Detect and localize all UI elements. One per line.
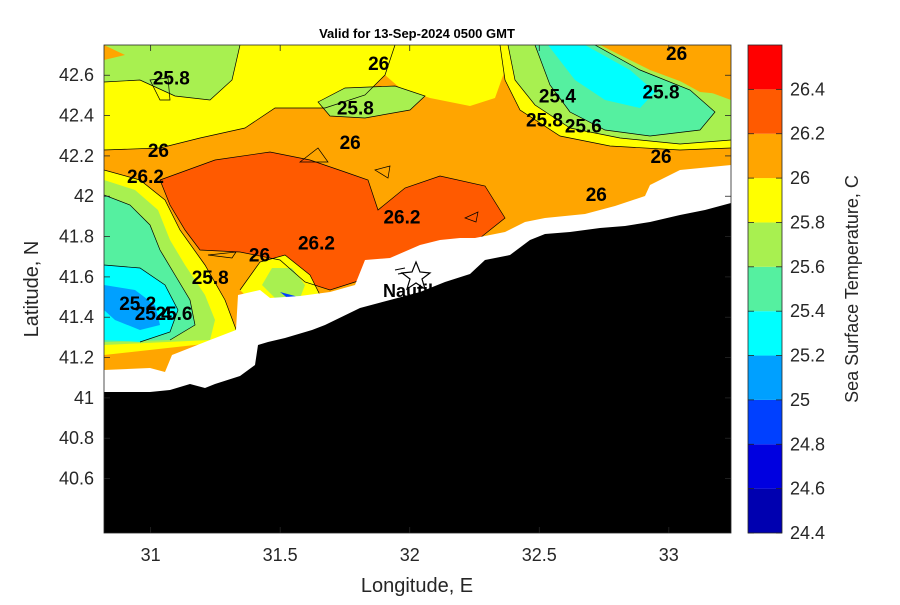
contour-line — [374, 165, 391, 179]
colorbar-tick-label: 25.8 — [790, 212, 825, 232]
y-tick-label: 41.6 — [59, 267, 94, 287]
contour-label: 26.2 — [298, 234, 335, 255]
contour-label: 26 — [586, 185, 607, 206]
contour-line — [507, 45, 731, 145]
colorbar-swatch — [748, 89, 782, 134]
sst-region-25-west — [104, 285, 160, 330]
colorbar-label: Sea Surface Temperature, C — [842, 175, 862, 403]
contour-line — [298, 147, 329, 163]
contour-label: 25.2 — [119, 294, 156, 315]
colorbar-swatch — [748, 178, 782, 223]
y-tick-label: 40.6 — [59, 469, 94, 489]
colorbar-tick-label: 26.4 — [790, 79, 825, 99]
colorbar-swatch — [748, 399, 782, 445]
contour-lines — [104, 45, 731, 343]
y-axis-label: Latitude, N — [21, 241, 43, 338]
x-tick-label: 33 — [659, 545, 679, 565]
contour-label: 26 — [666, 44, 687, 65]
contour-label: 26 — [650, 147, 671, 168]
sst-region-25-6-south — [262, 268, 305, 298]
place-label: Nautil — [383, 281, 433, 301]
y-tick-label: 42 — [74, 186, 94, 206]
contour-line — [317, 85, 426, 119]
contour-label: 25.8 — [337, 99, 374, 120]
contour-label: 25.8 — [643, 82, 680, 103]
contour-label: 26.2 — [383, 207, 420, 228]
contour-label: 25.6 — [155, 304, 192, 325]
y-tick-label: 41.2 — [59, 348, 94, 368]
contour-line — [534, 45, 716, 137]
x-tick-label: 31 — [141, 545, 161, 565]
colorbar-tick-label: 24.8 — [790, 434, 825, 454]
x-axis-label: Longitude, E — [361, 575, 473, 597]
contour-line — [104, 45, 396, 151]
axes-frame — [103, 44, 732, 534]
x-tick-label: 32.5 — [522, 545, 557, 565]
contour-line — [104, 169, 241, 341]
colorbar-tick-label: 26 — [790, 168, 810, 188]
colorbar-swatch — [748, 45, 782, 90]
colorbar-tick-label: 25.6 — [790, 257, 825, 277]
place-marker-tail — [394, 267, 406, 275]
contour-label: 25.8 — [153, 68, 190, 89]
sst-region-25-2-northeast — [548, 45, 655, 108]
contour-line — [104, 264, 179, 343]
land-mass — [104, 203, 731, 533]
colorbar: 26.4 26.2 26 25.8 25.6 25.4 25.2 25 24.8 24.6 24.4 — [747, 44, 825, 543]
sst-region-25-8-north-east — [385, 45, 505, 106]
contour-label: 25.4 — [135, 304, 172, 325]
contour-line — [464, 211, 479, 223]
colorbar-swatch — [748, 355, 782, 400]
colorbar-swatch — [748, 133, 782, 179]
contour-label: 26 — [148, 141, 169, 162]
contour-line — [207, 251, 237, 259]
y-tick-label: 41 — [74, 388, 94, 408]
colorbar-tick-label: 26.2 — [790, 124, 825, 144]
chart-title: Valid for 13-Sep-2024 0500 GMT — [319, 26, 515, 41]
contour-label: 26 — [368, 54, 389, 75]
sst-region-25-6-mid-north — [318, 86, 425, 118]
y-tick-label: 42.4 — [59, 106, 94, 126]
colorbar-swatch — [748, 444, 782, 489]
y-tick-label: 41.4 — [59, 307, 94, 327]
contour-label: 25.6 — [565, 117, 602, 138]
contour-line — [104, 45, 241, 101]
contour-label: 26.2 — [127, 167, 164, 188]
y-axis-ticks: 40.6 40.8 41 41.2 41.4 41.6 41.8 42 42.2 42.4 42.6 — [59, 65, 731, 489]
x-axis-ticks: 31 31.5 32 32.5 33 — [141, 45, 679, 565]
colorbar-tick-label: 24.6 — [790, 479, 825, 499]
sst-region-25-6-north — [104, 45, 240, 100]
colorbar-tick-label: 25.2 — [790, 346, 825, 366]
contour-label: 25.4 — [539, 86, 576, 107]
colorbar-tick-label: 25.4 — [790, 301, 825, 321]
sst-region-26-west — [104, 45, 125, 60]
y-tick-label: 40.8 — [59, 428, 94, 448]
colorbar-swatch — [748, 311, 782, 356]
y-tick-label: 42.2 — [59, 146, 94, 166]
contour-label: 25.8 — [526, 111, 563, 132]
place-marker-icon — [400, 260, 432, 291]
colorbar-swatch — [748, 266, 782, 312]
y-tick-label: 42.6 — [59, 65, 94, 85]
colorbar-tick-label: 24.4 — [790, 523, 825, 543]
x-tick-label: 31.5 — [263, 545, 298, 565]
x-tick-label: 32 — [400, 545, 420, 565]
contour-label: 26 — [340, 133, 361, 154]
colorbar-swatch — [748, 222, 782, 267]
colorbar-frame — [747, 44, 783, 534]
contour-label: 25.8 — [192, 268, 229, 289]
colorbar-swatch — [748, 488, 782, 533]
contour-line — [239, 254, 321, 296]
y-tick-label: 41.8 — [59, 227, 94, 247]
contour-line — [149, 77, 171, 101]
contour-label: 26 — [249, 246, 270, 267]
contour-line — [499, 45, 731, 151]
sst-region-26-northeast-corner — [630, 45, 731, 95]
colorbar-tick-label: 25 — [790, 390, 810, 410]
contour-line — [104, 194, 196, 341]
